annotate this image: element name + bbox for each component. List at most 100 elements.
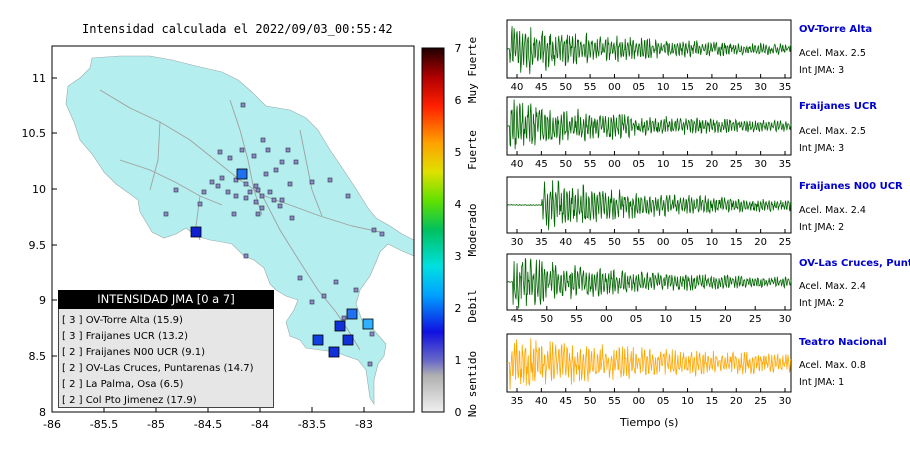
waveform-tick-label: 00	[632, 396, 645, 407]
waveform-tick-label: 50	[540, 314, 553, 325]
lat-tick-label: 10	[32, 183, 46, 196]
station-marker-small	[163, 211, 169, 217]
lat-tick-labels: 11 10.5 10 9.5 9 8.5 8	[22, 72, 57, 419]
station-name: Fraijanes N00 UCR	[799, 181, 903, 192]
waveform-tick-label: 15	[706, 396, 719, 407]
station-marker-small	[287, 181, 293, 187]
station-acceleration: Acel. Max. 2.5	[799, 126, 866, 137]
station-marker-small	[240, 102, 246, 108]
station-marker-small	[273, 167, 279, 173]
lon-tick-label: -83.5	[298, 418, 326, 431]
legend-item: [ 2 ] La Palma, Osa (6.5)	[62, 379, 184, 390]
colorbar-category-label: Muy Fuerte	[466, 37, 479, 103]
waveform-tick-label: 30	[754, 82, 767, 93]
waveform-trace	[506, 26, 792, 75]
station-acceleration: Acel. Max. 2.5	[799, 48, 866, 59]
waveform-tick-label: 35	[779, 82, 792, 93]
waveform-tick-label: 10	[706, 237, 719, 248]
legend-list: [ 3 ] OV-Torre Alta (15.9) [ 3 ] Fraijan…	[62, 313, 254, 409]
waveform-tick-label: 25	[730, 82, 743, 93]
waveform-panel: 35 40 45 50 55 00 05 10 15 20 25 30	[506, 333, 792, 407]
map-frame	[51, 45, 415, 413]
colorbar-tick-label: 1	[455, 354, 462, 367]
station-marker-small	[297, 275, 303, 281]
station-intensity: Int JMA: 3	[799, 65, 845, 76]
waveform-tick-label: 40	[559, 237, 572, 248]
waveform-trace	[506, 180, 792, 231]
station-marker-small	[233, 193, 239, 199]
station-marker-small	[371, 227, 377, 233]
station-marker-small	[251, 153, 257, 159]
station-marker-small	[259, 205, 265, 211]
colorbar-category-label: Moderado	[466, 204, 479, 257]
waveform-tick-label: 45	[559, 396, 572, 407]
colorbar-category-labels: No sentido Debil Moderado Fuerte Muy Fuerte	[466, 37, 479, 417]
station-intensity: Int JMA: 2	[799, 222, 845, 233]
station-name: Fraijanes UCR	[799, 101, 877, 112]
station-marker-small	[341, 315, 347, 321]
station-marker-small	[263, 171, 269, 177]
waveform-tick-label: 25	[749, 314, 762, 325]
station-marker-small	[233, 177, 239, 183]
waveform-tick-label: 55	[584, 159, 597, 170]
station-marker-small	[225, 189, 231, 195]
waveform-tick-label: 15	[730, 237, 743, 248]
colorbar-tick-label: 6	[455, 94, 462, 107]
station-marker-small	[293, 159, 299, 165]
station-marker-small	[227, 155, 233, 161]
waveform-tick-label: 50	[559, 82, 572, 93]
station-marker-small	[271, 197, 277, 203]
station-marker-small	[327, 177, 333, 183]
station-acceleration: Acel. Max. 0.8	[799, 360, 866, 371]
waveform-tick-label: 10	[660, 314, 673, 325]
lat-tick-label: 8.5	[29, 350, 47, 363]
station-marker-small	[231, 211, 237, 217]
waveform-tick-label: 15	[681, 82, 694, 93]
station-marker-small	[279, 159, 285, 165]
colorbar-ticks: 0 1 2 3 4 5 6 7	[455, 42, 462, 419]
station-marker-large	[328, 346, 340, 358]
waveform-tick-label: 35	[779, 159, 792, 170]
lon-tick-label: -83	[355, 418, 373, 431]
station-marker-small	[260, 137, 266, 143]
station-marker-small	[173, 187, 179, 193]
waveform-trace	[507, 99, 792, 150]
station-marker-large	[334, 320, 346, 332]
waveform-trace	[506, 338, 792, 390]
station-marker-small	[253, 183, 259, 189]
station-marker-large	[346, 308, 358, 320]
station-marker-small	[309, 179, 315, 185]
waveform-tick-label: 35	[535, 237, 548, 248]
lat-tick-label: 9.5	[29, 239, 47, 252]
colorbar-category-label: Debil	[466, 289, 479, 322]
colorbar-tick-label: 2	[455, 302, 462, 315]
lon-tick-label: -86	[43, 418, 61, 431]
waveform-tick-label: 10	[681, 396, 694, 407]
station-marker-large	[312, 334, 324, 346]
waveform-tick-label: 05	[681, 237, 694, 248]
colorbar-category-label: No sentido	[466, 351, 479, 417]
station-marker-small	[289, 215, 295, 221]
waveform-tick-label: 55	[570, 314, 583, 325]
station-marker-small	[259, 193, 265, 199]
station-marker-small	[209, 179, 215, 185]
waveform-panel: 40 45 50 55 00 05 10 15 20 25 30 35	[506, 96, 792, 170]
colorbar-tick-label: 0	[455, 406, 462, 419]
waveform-panels: 40 45 50 55 00 05 10 15 20 25 30 35 40 45 50 55 00 05 10 15…	[506, 19, 792, 407]
waveform-tick-label: 00	[600, 314, 613, 325]
legend-item: [ 2 ] Fraijanes N00 UCR (9.1)	[62, 347, 206, 358]
waveform-tick-label: 50	[608, 237, 621, 248]
station-marker-small	[279, 197, 285, 203]
colorbar-category-label: Fuerte	[466, 130, 479, 170]
waveform-tick-label: 00	[608, 159, 621, 170]
station-name: OV-Torre Alta	[799, 24, 873, 35]
waveform-tick-label: 05	[630, 314, 643, 325]
waveform-panel: 30 35 40 45 50 55 00 05 10 15 20 25	[506, 176, 792, 248]
lat-tick-label: 10.5	[22, 127, 47, 140]
waveform-tick-label: 20	[730, 396, 743, 407]
lon-tick-label: -84	[251, 418, 269, 431]
station-marker-small	[255, 211, 261, 217]
colorbar: 0 1 2 3 4 5 6 7 No sentido Debil Moderado Fuerte Mu…	[421, 37, 479, 419]
waveform-tick-label: 05	[632, 159, 645, 170]
station-marker-small	[243, 195, 249, 201]
